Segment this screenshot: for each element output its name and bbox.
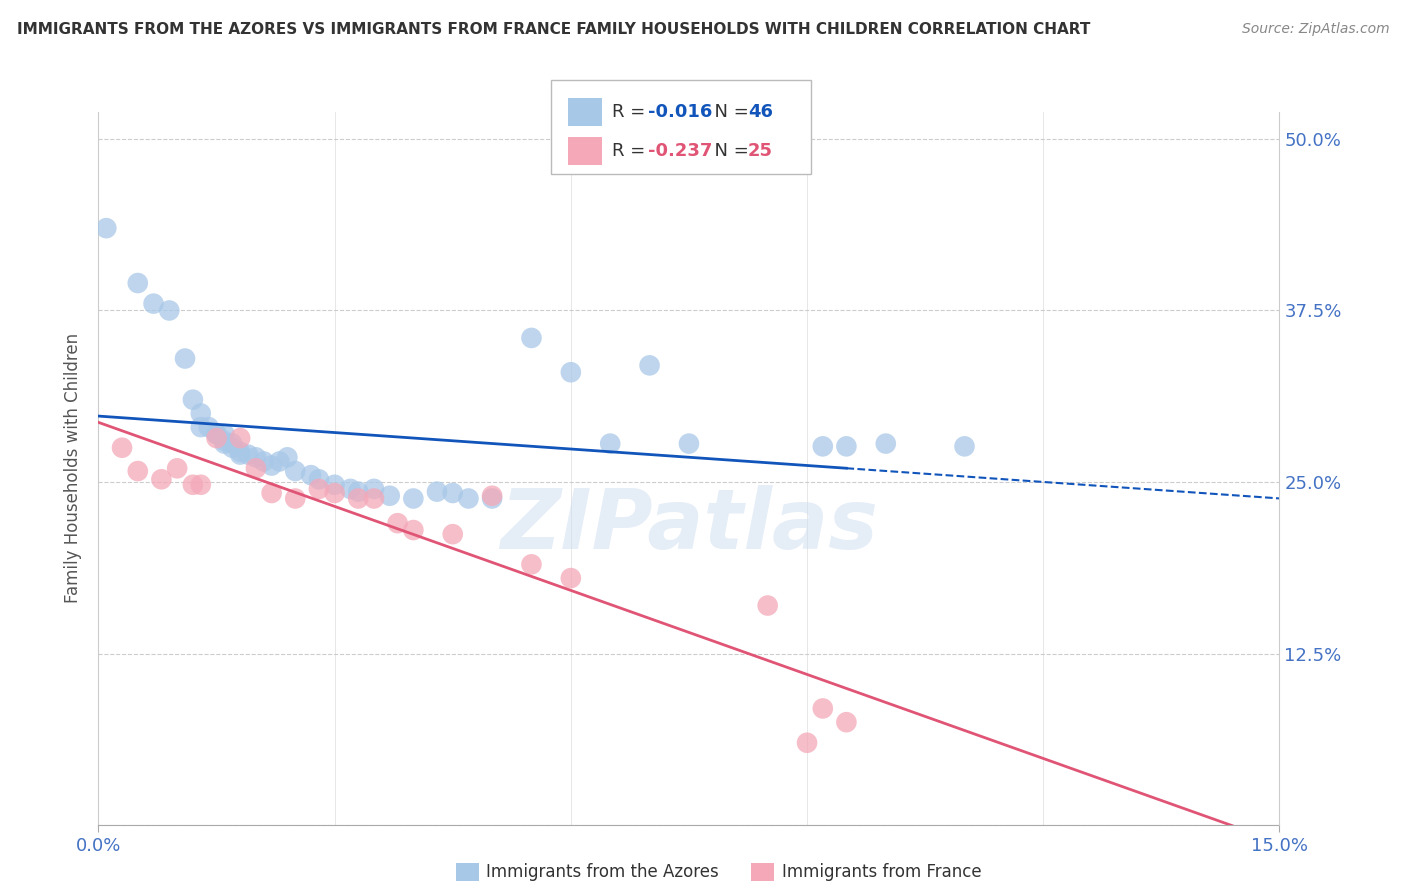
- Point: [166, 461, 188, 475]
- Point: [142, 296, 165, 310]
- Text: -0.016: -0.016: [648, 103, 713, 120]
- Point: [481, 491, 503, 506]
- Point: [560, 365, 582, 379]
- Text: R =: R =: [612, 142, 651, 160]
- Point: [363, 482, 385, 496]
- Point: [157, 303, 180, 318]
- Point: [457, 491, 479, 506]
- Point: [441, 527, 464, 541]
- Point: [229, 445, 252, 459]
- Point: [205, 427, 228, 442]
- Point: [308, 472, 330, 486]
- Point: [221, 436, 243, 450]
- Point: [378, 489, 401, 503]
- Point: [269, 454, 291, 468]
- Point: [197, 420, 219, 434]
- Point: [96, 221, 118, 235]
- Point: [253, 454, 276, 468]
- Point: [276, 450, 298, 465]
- Point: [811, 439, 834, 453]
- Point: [299, 468, 322, 483]
- Point: [796, 736, 818, 750]
- Point: [339, 482, 361, 496]
- Point: [205, 431, 228, 445]
- Point: [229, 448, 252, 462]
- Text: -0.237: -0.237: [648, 142, 713, 160]
- Point: [205, 427, 228, 442]
- Point: [150, 472, 173, 486]
- Point: [221, 441, 243, 455]
- Point: [638, 359, 661, 373]
- Point: [214, 427, 236, 442]
- Point: [260, 486, 283, 500]
- Point: [520, 331, 543, 345]
- Point: [308, 482, 330, 496]
- Point: [441, 486, 464, 500]
- Point: [520, 558, 543, 572]
- Point: [181, 477, 204, 491]
- Point: [481, 489, 503, 503]
- Text: N =: N =: [703, 142, 755, 160]
- Point: [323, 477, 346, 491]
- Point: [190, 406, 212, 420]
- Point: [811, 701, 834, 715]
- Point: [347, 484, 370, 499]
- Point: [229, 431, 252, 445]
- Point: [756, 599, 779, 613]
- Point: [347, 491, 370, 506]
- Point: [190, 477, 212, 491]
- Point: [402, 523, 425, 537]
- Text: R =: R =: [612, 103, 651, 120]
- Point: [245, 461, 267, 475]
- Point: [560, 571, 582, 585]
- Point: [111, 441, 134, 455]
- Point: [181, 392, 204, 407]
- Point: [260, 458, 283, 473]
- Point: [127, 276, 149, 290]
- Text: ZIPatlas: ZIPatlas: [501, 485, 877, 566]
- Point: [214, 436, 236, 450]
- Point: [284, 464, 307, 478]
- Point: [599, 436, 621, 450]
- Text: Source: ZipAtlas.com: Source: ZipAtlas.com: [1241, 22, 1389, 37]
- Point: [835, 715, 858, 730]
- Y-axis label: Family Households with Children: Family Households with Children: [65, 334, 83, 603]
- Point: [190, 420, 212, 434]
- Text: IMMIGRANTS FROM THE AZORES VS IMMIGRANTS FROM FRANCE FAMILY HOUSEHOLDS WITH CHIL: IMMIGRANTS FROM THE AZORES VS IMMIGRANTS…: [17, 22, 1090, 37]
- Point: [875, 436, 897, 450]
- Point: [323, 486, 346, 500]
- Point: [284, 491, 307, 506]
- Text: Immigrants from France: Immigrants from France: [782, 863, 981, 881]
- Point: [426, 484, 449, 499]
- Text: 25: 25: [748, 142, 773, 160]
- Point: [363, 491, 385, 506]
- Text: Immigrants from the Azores: Immigrants from the Azores: [486, 863, 720, 881]
- Text: N =: N =: [703, 103, 755, 120]
- Text: 46: 46: [748, 103, 773, 120]
- Point: [245, 450, 267, 465]
- Point: [402, 491, 425, 506]
- Point: [127, 464, 149, 478]
- Point: [174, 351, 197, 366]
- Point: [835, 439, 858, 453]
- Point: [214, 434, 236, 448]
- Point: [236, 448, 259, 462]
- Point: [678, 436, 700, 450]
- Point: [387, 516, 409, 531]
- Point: [953, 439, 976, 453]
